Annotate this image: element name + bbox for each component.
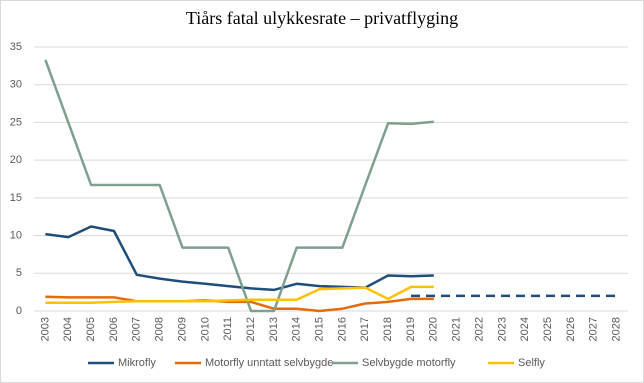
x-tick-label: 2028 bbox=[610, 317, 622, 341]
x-tick-label: 2015 bbox=[313, 317, 325, 341]
x-tick-label: 2013 bbox=[268, 317, 280, 341]
x-tick-label: 2026 bbox=[565, 317, 577, 341]
legend-label: Motorfly unntatt selvbygde bbox=[205, 357, 333, 369]
y-tick-label: 25 bbox=[10, 116, 22, 128]
x-tick-label: 2005 bbox=[85, 317, 97, 341]
x-tick-label: 2016 bbox=[336, 317, 348, 341]
x-tick-label: 2027 bbox=[588, 317, 600, 341]
x-tick-label: 2007 bbox=[131, 317, 143, 341]
x-tick-label: 2023 bbox=[496, 317, 508, 341]
y-tick-label: 0 bbox=[16, 305, 22, 317]
x-tick-label: 2004 bbox=[62, 317, 74, 341]
y-tick-label: 35 bbox=[10, 41, 22, 53]
x-tick-label: 2021 bbox=[451, 317, 463, 341]
x-tick-label: 2018 bbox=[382, 317, 394, 341]
x-tick-label: 2019 bbox=[405, 317, 417, 341]
x-tick-label: 2010 bbox=[199, 317, 211, 341]
y-tick-label: 5 bbox=[16, 267, 22, 279]
x-tick-label: 2014 bbox=[291, 317, 303, 341]
x-tick-label: 2011 bbox=[222, 317, 234, 341]
x-tick-label: 2006 bbox=[108, 317, 120, 341]
y-tick-label: 10 bbox=[10, 229, 22, 241]
x-tick-label: 2017 bbox=[359, 317, 371, 341]
y-tick-label: 20 bbox=[10, 154, 22, 166]
x-tick-label: 2009 bbox=[176, 317, 188, 341]
x-tick-label: 2012 bbox=[245, 317, 257, 341]
x-tick-label: 2020 bbox=[428, 317, 440, 341]
x-tick-label: 2022 bbox=[473, 317, 485, 341]
y-tick-label: 15 bbox=[10, 192, 22, 204]
chart-title: Tiårs fatal ulykkesrate – privatflyging bbox=[186, 8, 458, 28]
x-tick-label: 2003 bbox=[39, 317, 51, 341]
series-line bbox=[45, 295, 434, 313]
x-tick-label: 2008 bbox=[154, 317, 166, 341]
legend-label: Selfly bbox=[518, 357, 545, 369]
y-tick-label: 30 bbox=[10, 79, 22, 91]
legend-label: Selvbygde motorfly bbox=[362, 357, 456, 369]
series-line bbox=[45, 285, 434, 304]
legend-label: Mikrofly bbox=[118, 357, 156, 369]
series-line bbox=[44, 59, 434, 313]
x-tick-label: 2025 bbox=[542, 317, 554, 341]
x-tick-label: 2024 bbox=[519, 317, 531, 341]
series-line bbox=[45, 225, 434, 292]
